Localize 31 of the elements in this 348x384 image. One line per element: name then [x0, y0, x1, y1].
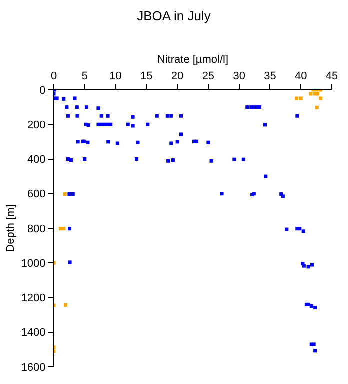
y-tick-label: 800	[27, 223, 46, 236]
y-tick-label: 400	[27, 154, 46, 166]
y-tick-label: 200	[27, 119, 46, 132]
point	[319, 96, 323, 100]
x-tick-label: 40	[294, 70, 308, 83]
x-tick-label: 45	[326, 70, 338, 83]
point	[299, 96, 303, 100]
point	[316, 92, 320, 96]
x-tick-label: 0	[50, 70, 58, 83]
x-tick-label: 30	[233, 70, 246, 83]
y-tick-label: 1200	[21, 292, 46, 305]
y-tick-label: 1400	[21, 327, 46, 340]
point	[315, 106, 319, 110]
x-tick-label: 25	[202, 70, 215, 83]
x-tick-label: 5	[82, 70, 88, 83]
x-tick-label: 15	[140, 70, 153, 83]
point	[63, 192, 67, 196]
y-tick-label: 600	[27, 188, 46, 201]
y-tick-label: 1600	[21, 362, 46, 374]
y-tick-label: 1000	[21, 258, 46, 270]
x-axis-title: Nitrate [µmol/l]	[157, 54, 229, 66]
x-tick-label: 35	[264, 70, 276, 83]
y-axis-title: Depth [m]	[4, 204, 17, 252]
point	[64, 303, 68, 307]
point	[309, 92, 313, 96]
x-tick-label: 10	[110, 70, 122, 83]
chart-title: JBOA in July	[137, 8, 212, 24]
point	[62, 227, 66, 231]
x-tick-label: 20	[171, 70, 184, 83]
point	[295, 96, 299, 100]
y-tick-label: 0	[40, 84, 46, 97]
